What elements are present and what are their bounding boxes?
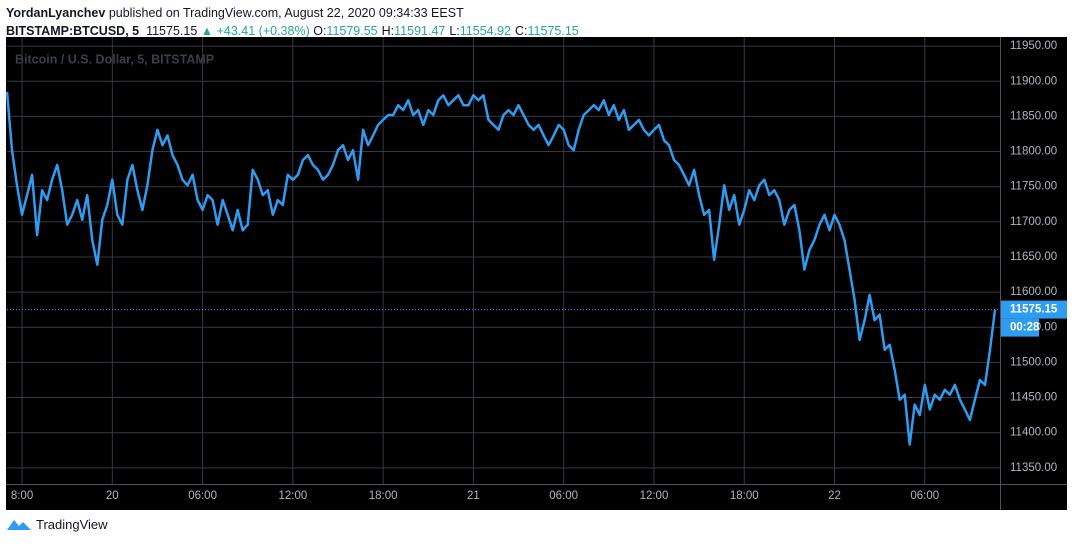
- x-tick-label: 18:00: [369, 490, 398, 502]
- y-tick-label: 11450.00: [1010, 392, 1057, 404]
- x-tick-label: 20: [106, 490, 119, 502]
- ohlc-label: O:: [313, 24, 327, 38]
- price-line: [5, 91, 997, 446]
- x-tick-label: 18:00: [730, 490, 759, 502]
- ohlc-value: 11591.47: [394, 24, 446, 38]
- last-price-label: 11575.15: [1010, 304, 1058, 316]
- ohlc-label: L:: [449, 24, 460, 38]
- x-tick-label: 06:00: [549, 490, 578, 502]
- ohlc-value: 11575.15: [527, 24, 579, 38]
- x-tick-label: 06:00: [188, 490, 217, 502]
- last-price-box: [1001, 300, 1067, 319]
- y-tick-label: 11400.00: [1010, 427, 1057, 439]
- countdown: 00:28: [1010, 322, 1040, 334]
- ohlc: O:11579.55 H:11591.47 L:11554.92 C:11575.15: [313, 24, 579, 38]
- ohlc-label: C:: [515, 24, 528, 38]
- chart: Bitcoin / U.S. Dollar, 5, BITSTAMP 11350…: [5, 37, 1067, 510]
- author: YordanLyanchev: [6, 6, 106, 20]
- y-tick-label: 11750.00: [1010, 181, 1057, 193]
- y-tick-label: 11600.00: [1010, 286, 1057, 298]
- y-tick-label: 11900.00: [1010, 75, 1057, 87]
- quote-line: BITSTAMP:BTCUSD, 5 11575.15 ▲ +43.41 (+0…: [6, 22, 579, 40]
- x-tick-label: 12:00: [640, 490, 669, 502]
- y-tick-label: 11950.00: [1010, 40, 1057, 52]
- y-tick-label: 11650.00: [1010, 251, 1057, 263]
- publish-line: YordanLyanchev published on TradingView.…: [6, 4, 579, 22]
- change: ▲ +43.41 (+0.38%): [200, 24, 310, 38]
- countdown-box: [1001, 318, 1039, 337]
- y-tick-label: 11500.00: [1010, 356, 1057, 368]
- y-tick-label: 11700.00: [1010, 216, 1057, 228]
- x-tick-label: 12:00: [278, 490, 307, 502]
- y-tick-label: 11350.00: [1010, 462, 1057, 474]
- published: published on TradingView.com, August 22,…: [108, 6, 464, 20]
- x-tick-label: 22: [828, 490, 841, 502]
- header: YordanLyanchev published on TradingView.…: [6, 4, 579, 40]
- x-tick-label: 06:00: [910, 490, 939, 502]
- symbol: BITSTAMP:BTCUSD, 5: [6, 24, 140, 38]
- brand: TradingView: [36, 516, 108, 532]
- ohlc-value: 11579.55: [326, 24, 378, 38]
- footer: TradingView: [6, 516, 108, 532]
- x-tick-label: 21: [467, 490, 480, 502]
- logo: [7, 520, 31, 530]
- watermark: Bitcoin / U.S. Dollar, 5, BITSTAMP: [15, 52, 214, 66]
- y-tick-label: 11850.00: [1010, 110, 1057, 122]
- chart-bg: [6, 37, 1067, 510]
- x-tick-label: 8:00: [11, 490, 33, 502]
- price: 11575.15: [146, 24, 198, 38]
- ohlc-label: H:: [381, 24, 395, 38]
- ohlc-value: 11554.92: [459, 24, 512, 38]
- y-tick-label: 11800.00: [1010, 146, 1057, 158]
